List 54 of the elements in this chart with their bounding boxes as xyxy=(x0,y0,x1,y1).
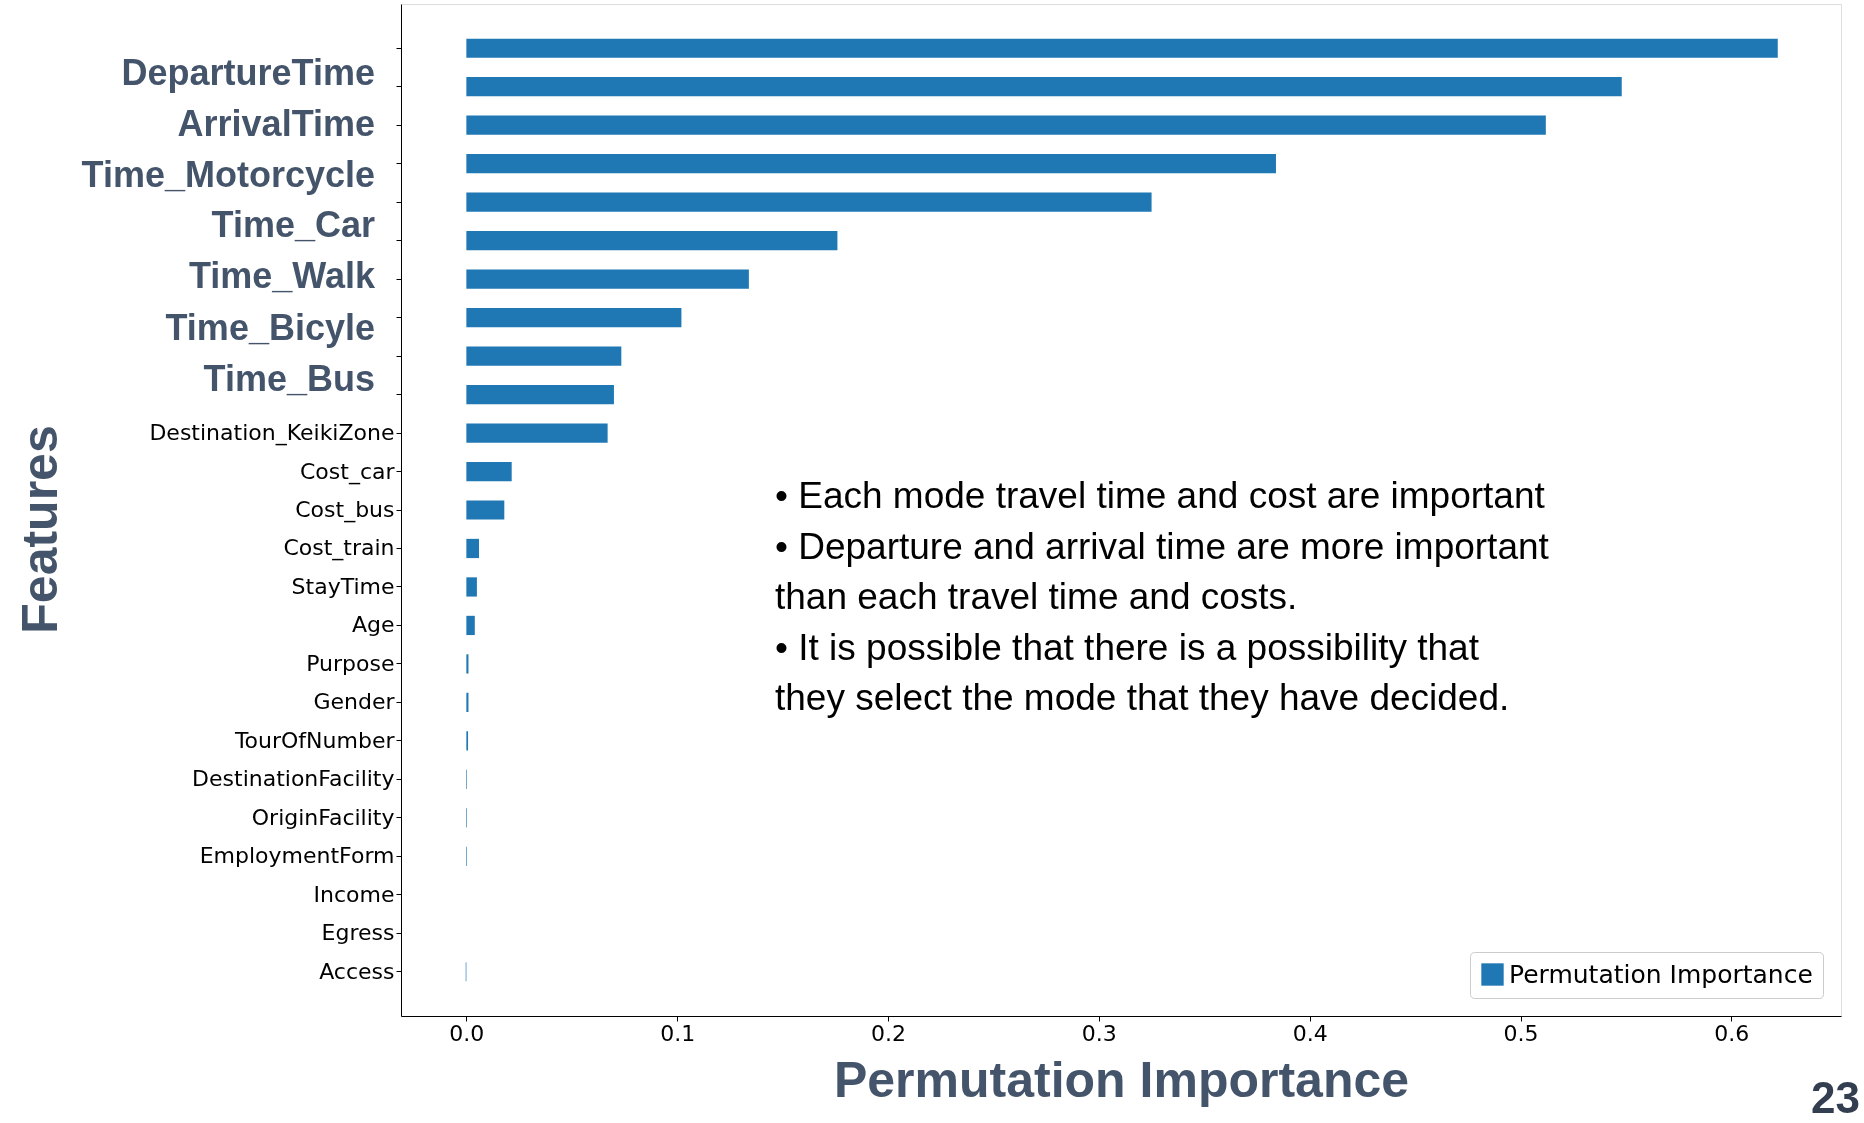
y-tick-label: EmploymentForm xyxy=(199,843,395,869)
y-tick-label: Cost_train xyxy=(283,535,395,562)
bar xyxy=(466,38,1778,58)
x-tick-label: 0.1 xyxy=(660,1020,696,1046)
y-tick-label: TourOfNumber xyxy=(233,727,396,753)
bar xyxy=(466,346,622,366)
x-axis-title: Permutation Importance xyxy=(833,1051,1410,1108)
text: Time_Walk xyxy=(188,255,376,296)
bar xyxy=(466,154,1276,174)
bar xyxy=(466,77,1622,97)
bar xyxy=(466,538,480,559)
y-tick-label: Purpose xyxy=(306,650,395,676)
y-tick-label: Cost_car xyxy=(299,458,396,485)
bar xyxy=(466,615,475,636)
y-tick-label: Cost_bus xyxy=(295,497,395,523)
text: ArrivalTime xyxy=(177,103,375,144)
y-tick-label: Gender xyxy=(313,689,396,715)
x-tick-label: 0.0 xyxy=(449,1020,485,1046)
text: Time_Car xyxy=(211,204,375,245)
text: DepartureTime xyxy=(121,52,375,93)
bar xyxy=(466,654,469,674)
y-tick-label: Income xyxy=(313,881,395,907)
bar xyxy=(466,577,477,597)
bar xyxy=(466,192,1152,212)
bar xyxy=(466,461,512,482)
legend-label: Permutation Importance xyxy=(1509,959,1813,989)
bar xyxy=(466,307,682,328)
y-axis-title: Features xyxy=(11,425,68,634)
annotation: • Departure and arrival time are more important than each travel time and costs. xyxy=(775,526,1550,617)
annotation: • It is possible that there is a possibility that they select the mode that they have decided. xyxy=(775,627,1510,718)
bar xyxy=(466,692,469,713)
text: 23 xyxy=(1811,1073,1860,1122)
y-tick-label: StayTime xyxy=(291,573,395,599)
bar xyxy=(466,384,614,405)
bar xyxy=(466,269,749,289)
x-tick-label: 0.4 xyxy=(1292,1020,1328,1046)
bar xyxy=(466,231,838,251)
x-tick-label: 0.6 xyxy=(1714,1020,1750,1046)
y-tick-label: Destination_KeikiZone xyxy=(149,420,395,447)
y-tick-label: DestinationFacility xyxy=(192,766,395,792)
bar xyxy=(466,500,505,520)
y-tick-label: OriginFacility xyxy=(251,804,395,830)
y-tick-label: Access xyxy=(319,958,395,984)
bar xyxy=(466,423,608,443)
text: Time_Motorcycle xyxy=(81,154,375,195)
text: Time_Bicyle xyxy=(165,307,375,348)
x-tick-label: 0.5 xyxy=(1503,1020,1539,1046)
x-tick-label: 0.3 xyxy=(1081,1020,1117,1046)
x-tick-label: 0.2 xyxy=(871,1020,907,1046)
text: Time_Bus xyxy=(203,358,375,399)
annotation: • Each mode travel time and cost are important xyxy=(775,475,1546,516)
y-tick-label: Age xyxy=(351,612,395,638)
y-tick-label: Egress xyxy=(321,920,395,946)
bar xyxy=(466,115,1546,135)
